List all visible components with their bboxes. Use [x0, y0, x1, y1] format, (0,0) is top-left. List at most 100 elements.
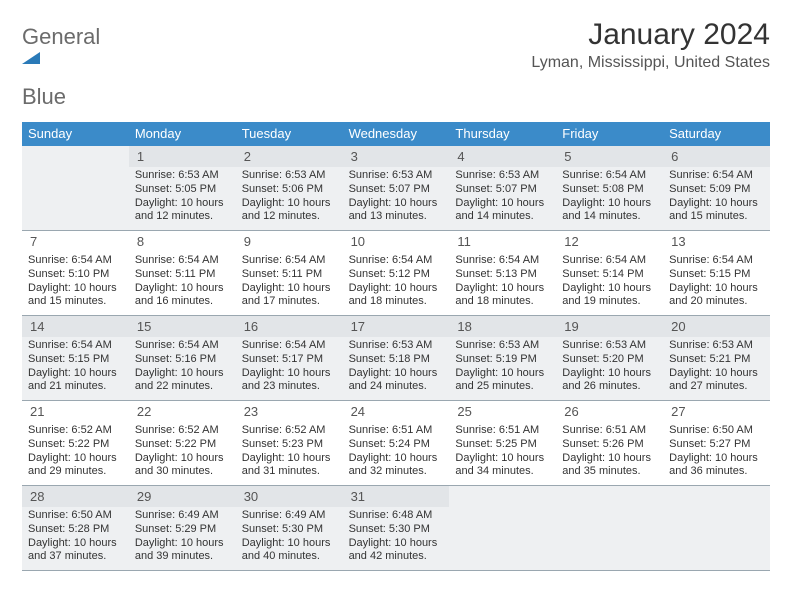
calendar-cell: 20Sunrise: 6:53 AMSunset: 5:21 PMDayligh… — [663, 316, 770, 400]
logo-shape — [22, 50, 100, 66]
day-info: Sunrise: 6:53 AMSunset: 5:06 PMDaylight:… — [240, 169, 339, 224]
day-info: Sunrise: 6:49 AMSunset: 5:30 PMDaylight:… — [240, 509, 339, 564]
day-info: Sunrise: 6:53 AMSunset: 5:18 PMDaylight:… — [347, 339, 446, 394]
day-info: Sunrise: 6:54 AMSunset: 5:08 PMDaylight:… — [560, 169, 659, 224]
day-header-cell: Saturday — [663, 122, 770, 146]
day-number: 7 — [22, 231, 129, 252]
day-number: 3 — [343, 146, 450, 167]
calendar-cell — [22, 146, 129, 230]
calendar-cell: 26Sunrise: 6:51 AMSunset: 5:26 PMDayligh… — [556, 401, 663, 485]
calendar-cell: 2Sunrise: 6:53 AMSunset: 5:06 PMDaylight… — [236, 146, 343, 230]
day-number: 21 — [22, 401, 129, 422]
day-number: 31 — [343, 486, 450, 507]
calendar-cell — [449, 486, 556, 570]
day-number: 24 — [343, 401, 450, 422]
calendar-cell: 23Sunrise: 6:52 AMSunset: 5:23 PMDayligh… — [236, 401, 343, 485]
day-info: Sunrise: 6:52 AMSunset: 5:22 PMDaylight:… — [133, 424, 232, 479]
day-number: 23 — [236, 401, 343, 422]
day-info: Sunrise: 6:54 AMSunset: 5:11 PMDaylight:… — [240, 254, 339, 309]
day-info: Sunrise: 6:53 AMSunset: 5:07 PMDaylight:… — [453, 169, 552, 224]
day-number: 30 — [236, 486, 343, 507]
day-info: Sunrise: 6:53 AMSunset: 5:07 PMDaylight:… — [347, 169, 446, 224]
calendar-cell: 28Sunrise: 6:50 AMSunset: 5:28 PMDayligh… — [22, 486, 129, 570]
day-info: Sunrise: 6:49 AMSunset: 5:29 PMDaylight:… — [133, 509, 232, 564]
week-row: 14Sunrise: 6:54 AMSunset: 5:15 PMDayligh… — [22, 316, 770, 401]
day-header-cell: Monday — [129, 122, 236, 146]
calendar-cell: 3Sunrise: 6:53 AMSunset: 5:07 PMDaylight… — [343, 146, 450, 230]
day-number: 28 — [22, 486, 129, 507]
calendar-cell — [663, 486, 770, 570]
day-number: 22 — [129, 401, 236, 422]
day-number: 18 — [449, 316, 556, 337]
day-header-cell: Friday — [556, 122, 663, 146]
calendar-cell: 16Sunrise: 6:54 AMSunset: 5:17 PMDayligh… — [236, 316, 343, 400]
calendar-cell: 11Sunrise: 6:54 AMSunset: 5:13 PMDayligh… — [449, 231, 556, 315]
day-header-cell: Sunday — [22, 122, 129, 146]
day-number: 17 — [343, 316, 450, 337]
calendar-cell: 25Sunrise: 6:51 AMSunset: 5:25 PMDayligh… — [449, 401, 556, 485]
calendar-cell: 22Sunrise: 6:52 AMSunset: 5:22 PMDayligh… — [129, 401, 236, 485]
calendar-cell: 6Sunrise: 6:54 AMSunset: 5:09 PMDaylight… — [663, 146, 770, 230]
week-row: 7Sunrise: 6:54 AMSunset: 5:10 PMDaylight… — [22, 231, 770, 316]
calendar-cell: 24Sunrise: 6:51 AMSunset: 5:24 PMDayligh… — [343, 401, 450, 485]
calendar-cell: 21Sunrise: 6:52 AMSunset: 5:22 PMDayligh… — [22, 401, 129, 485]
day-info: Sunrise: 6:54 AMSunset: 5:09 PMDaylight:… — [667, 169, 766, 224]
calendar-cell: 18Sunrise: 6:53 AMSunset: 5:19 PMDayligh… — [449, 316, 556, 400]
day-number: 25 — [449, 401, 556, 422]
day-info: Sunrise: 6:54 AMSunset: 5:11 PMDaylight:… — [133, 254, 232, 309]
calendar-cell — [556, 486, 663, 570]
day-header-cell: Thursday — [449, 122, 556, 146]
day-info: Sunrise: 6:54 AMSunset: 5:15 PMDaylight:… — [667, 254, 766, 309]
day-number: 14 — [22, 316, 129, 337]
day-info: Sunrise: 6:54 AMSunset: 5:13 PMDaylight:… — [453, 254, 552, 309]
day-number: 27 — [663, 401, 770, 422]
day-number: 11 — [449, 231, 556, 252]
week-row: 28Sunrise: 6:50 AMSunset: 5:28 PMDayligh… — [22, 486, 770, 571]
day-number: 6 — [663, 146, 770, 167]
day-number: 19 — [556, 316, 663, 337]
calendar-cell: 1Sunrise: 6:53 AMSunset: 5:05 PMDaylight… — [129, 146, 236, 230]
day-info: Sunrise: 6:50 AMSunset: 5:28 PMDaylight:… — [26, 509, 125, 564]
day-number: 29 — [129, 486, 236, 507]
day-info: Sunrise: 6:54 AMSunset: 5:12 PMDaylight:… — [347, 254, 446, 309]
day-info: Sunrise: 6:53 AMSunset: 5:05 PMDaylight:… — [133, 169, 232, 224]
day-info: Sunrise: 6:51 AMSunset: 5:25 PMDaylight:… — [453, 424, 552, 479]
calendar-cell: 5Sunrise: 6:54 AMSunset: 5:08 PMDaylight… — [556, 146, 663, 230]
day-header-row: SundayMondayTuesdayWednesdayThursdayFrid… — [22, 122, 770, 146]
day-info: Sunrise: 6:53 AMSunset: 5:19 PMDaylight:… — [453, 339, 552, 394]
logo-text-gray: General — [22, 24, 100, 49]
calendar-cell: 13Sunrise: 6:54 AMSunset: 5:15 PMDayligh… — [663, 231, 770, 315]
day-number: 12 — [556, 231, 663, 252]
calendar-cell: 15Sunrise: 6:54 AMSunset: 5:16 PMDayligh… — [129, 316, 236, 400]
day-info: Sunrise: 6:48 AMSunset: 5:30 PMDaylight:… — [347, 509, 446, 564]
calendar-cell: 19Sunrise: 6:53 AMSunset: 5:20 PMDayligh… — [556, 316, 663, 400]
calendar-cell: 4Sunrise: 6:53 AMSunset: 5:07 PMDaylight… — [449, 146, 556, 230]
calendar-cell: 12Sunrise: 6:54 AMSunset: 5:14 PMDayligh… — [556, 231, 663, 315]
calendar-cell: 29Sunrise: 6:49 AMSunset: 5:29 PMDayligh… — [129, 486, 236, 570]
day-number: 26 — [556, 401, 663, 422]
logo: General Blue — [22, 18, 100, 110]
day-number: 15 — [129, 316, 236, 337]
week-row: 21Sunrise: 6:52 AMSunset: 5:22 PMDayligh… — [22, 401, 770, 486]
day-header-cell: Tuesday — [236, 122, 343, 146]
day-number: 5 — [556, 146, 663, 167]
day-number: 10 — [343, 231, 450, 252]
day-number: 8 — [129, 231, 236, 252]
day-info: Sunrise: 6:52 AMSunset: 5:23 PMDaylight:… — [240, 424, 339, 479]
day-info: Sunrise: 6:50 AMSunset: 5:27 PMDaylight:… — [667, 424, 766, 479]
day-number: 1 — [129, 146, 236, 167]
day-header-cell: Wednesday — [343, 122, 450, 146]
calendar-cell: 14Sunrise: 6:54 AMSunset: 5:15 PMDayligh… — [22, 316, 129, 400]
calendar-cell: 8Sunrise: 6:54 AMSunset: 5:11 PMDaylight… — [129, 231, 236, 315]
day-number: 16 — [236, 316, 343, 337]
page-title: January 2024 — [531, 18, 770, 52]
calendar-cell: 17Sunrise: 6:53 AMSunset: 5:18 PMDayligh… — [343, 316, 450, 400]
day-info: Sunrise: 6:54 AMSunset: 5:16 PMDaylight:… — [133, 339, 232, 394]
calendar: SundayMondayTuesdayWednesdayThursdayFrid… — [22, 122, 770, 571]
day-info: Sunrise: 6:51 AMSunset: 5:24 PMDaylight:… — [347, 424, 446, 479]
calendar-cell: 9Sunrise: 6:54 AMSunset: 5:11 PMDaylight… — [236, 231, 343, 315]
day-info: Sunrise: 6:53 AMSunset: 5:21 PMDaylight:… — [667, 339, 766, 394]
day-info: Sunrise: 6:53 AMSunset: 5:20 PMDaylight:… — [560, 339, 659, 394]
day-info: Sunrise: 6:51 AMSunset: 5:26 PMDaylight:… — [560, 424, 659, 479]
logo-text: General Blue — [22, 24, 100, 110]
